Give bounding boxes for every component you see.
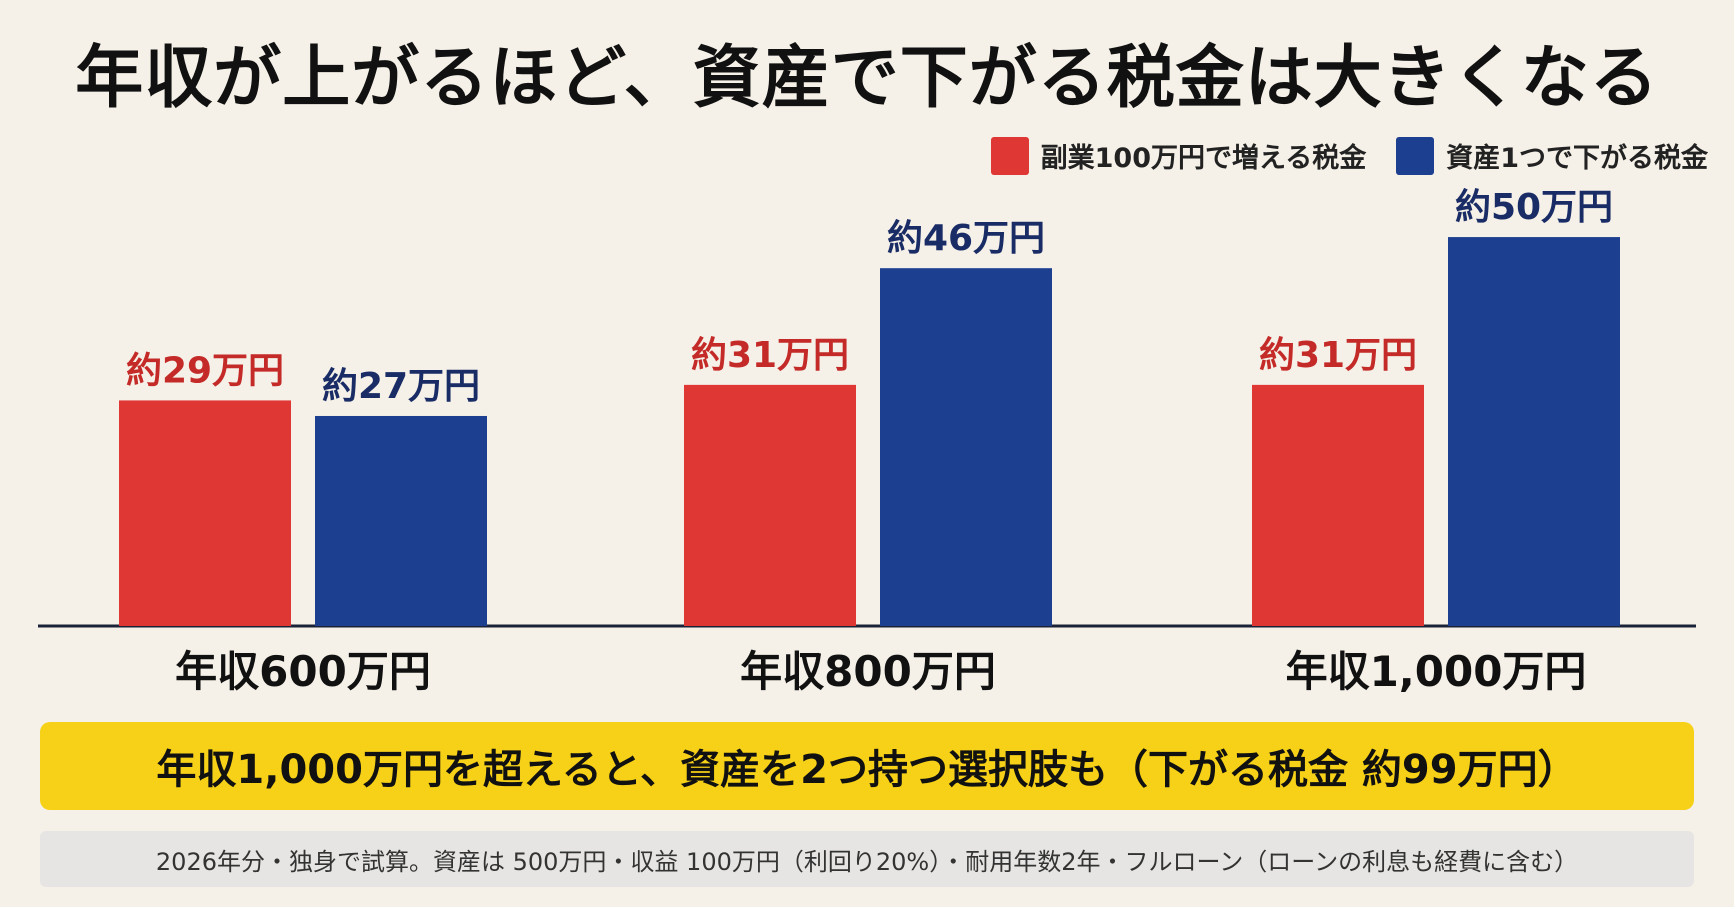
bar-blue-2: [1448, 237, 1620, 627]
data-label-blue-2: 約50万円: [1455, 187, 1613, 228]
category-label-2: 年収1,000万円: [1286, 647, 1587, 696]
legend-item-blue: 資産1つで下がる税金: [1396, 136, 1708, 175]
data-label-red-1: 約31万円: [691, 335, 849, 376]
bar-blue-0: [315, 415, 487, 626]
legend: 副業100万円で増える税金 資産1つで下がる税金: [973, 136, 1708, 175]
chart-title: 年収が上がるほど、資産で下がる税金は大きくなる: [75, 39, 1659, 118]
legend-swatch-blue: [1396, 136, 1435, 175]
data-label-red-0: 約29万円: [126, 350, 284, 391]
data-label-red-2: 約31万円: [1259, 335, 1417, 376]
bar-red-2: [1252, 384, 1424, 626]
highlight-banner: 年収1,000万円を超えると、資産を2つ持つ選択肢も（下がる税金 約99万円）: [40, 722, 1694, 810]
category-label-1: 年収800万円: [740, 647, 996, 696]
data-label-blue-0: 約27万円: [322, 366, 480, 407]
bar-red-0: [119, 400, 291, 626]
data-label-blue-1: 約46万円: [887, 218, 1045, 259]
legend-item-red: 副業100万円で増える税金: [990, 136, 1367, 175]
legend-swatch-red: [990, 136, 1029, 175]
category-label-0: 年収600万円: [175, 647, 431, 696]
bar-blue-1: [880, 268, 1052, 626]
bar-red-1: [684, 384, 856, 626]
legend-label-red: 副業100万円で増える税金: [1040, 143, 1367, 174]
footnote: 2026年分・独身で試算。資産は 500万円・収益 100万円（利回り20%）・…: [40, 831, 1694, 887]
legend-label-blue: 資産1つで下がる税金: [1446, 143, 1708, 174]
